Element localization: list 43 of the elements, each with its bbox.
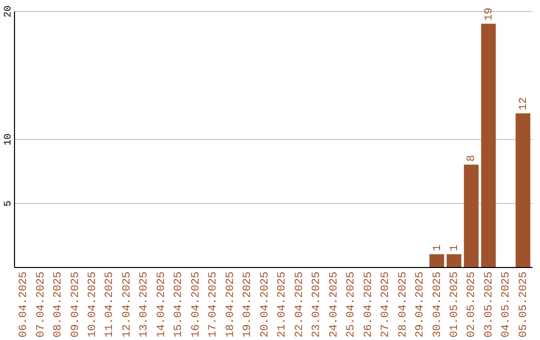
x-tick-label: 15.04.2025 — [173, 272, 186, 338]
x-tick-label: 28.04.2025 — [397, 272, 410, 338]
x-tick-label: 03.05.2025 — [483, 272, 496, 338]
data-label: 19 — [483, 8, 496, 21]
x-tick-label: 24.04.2025 — [328, 272, 340, 338]
x-tick-label: 29.04.2025 — [414, 272, 427, 338]
data-label: 1 — [432, 244, 444, 252]
x-tick-label: 25.04.2025 — [346, 272, 358, 338]
data-label: 12 — [518, 97, 530, 110]
x-tick-label: 01.05.2025 — [449, 272, 461, 338]
x-tick-label: 07.04.2025 — [35, 272, 48, 338]
x-tick-label: 12.04.2025 — [121, 272, 134, 338]
x-tick-label: 20.04.2025 — [259, 272, 272, 338]
x-tick-label: 02.05.2025 — [466, 272, 478, 338]
x-tick-label: 05.05.2025 — [518, 272, 530, 338]
x-tick-label: 09.04.2025 — [70, 272, 82, 338]
x-tick-label: 06.04.2025 — [18, 272, 30, 338]
x-tick-label: 10.04.2025 — [87, 272, 99, 338]
x-tick-label: 22.04.2025 — [294, 272, 306, 338]
y-tick-label: 20 — [4, 5, 14, 18]
x-tick-label: 18.04.2025 — [224, 272, 237, 338]
x-tick-label: 23.04.2025 — [311, 272, 324, 338]
x-tick-label: 27.04.2025 — [380, 272, 392, 338]
data-label: 1 — [449, 244, 461, 252]
data-label: 8 — [466, 154, 478, 162]
x-tick-label: 13.04.2025 — [138, 272, 151, 338]
bar — [446, 254, 462, 267]
x-tick-label: 26.04.2025 — [362, 272, 375, 338]
x-tick-label: 21.04.2025 — [276, 272, 289, 338]
bar — [481, 24, 496, 267]
x-tick-label: 11.04.2025 — [104, 272, 116, 338]
y-tick-label: 5 — [4, 200, 14, 207]
bar — [464, 164, 479, 267]
bar — [516, 113, 530, 267]
y-tick-label: 10 — [4, 133, 14, 146]
x-tick-label: 30.04.2025 — [432, 272, 444, 338]
x-tick-label: 16.04.2025 — [190, 272, 202, 338]
x-tick-label: 14.04.2025 — [156, 272, 168, 338]
x-tick-label: 04.05.2025 — [500, 272, 513, 338]
x-tick-label: 17.04.2025 — [208, 272, 220, 338]
bar — [429, 254, 444, 267]
x-tick-label: 19.04.2025 — [242, 272, 254, 338]
x-tick-label: 08.04.2025 — [52, 272, 65, 338]
